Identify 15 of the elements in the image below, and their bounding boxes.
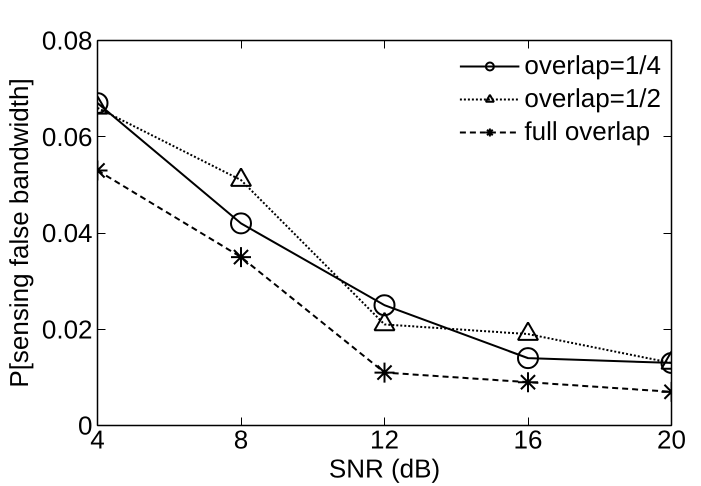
- x-tick-label: 16: [514, 424, 542, 454]
- x-tick-label: 12: [370, 424, 399, 454]
- x-tick-label: 20: [657, 424, 686, 454]
- x-tick-label: 8: [234, 424, 248, 454]
- y-tick-label: 0.08: [42, 26, 93, 56]
- legend-label: full overlap: [524, 116, 650, 147]
- y-tick-label: 0.02: [42, 314, 93, 344]
- legend-label: overlap=1/2: [524, 83, 661, 114]
- y-tick-label: 0.06: [42, 122, 93, 152]
- legend-label: overlap=1/4: [524, 50, 661, 81]
- y-tick-label: 0: [78, 410, 93, 440]
- x-tick-label: 4: [90, 424, 105, 454]
- y-tick-label: 0.04: [42, 218, 93, 248]
- y-axis-title: P[sensing false bandwidth]: [4, 78, 34, 388]
- x-axis-title: SNR (dB): [328, 454, 440, 484]
